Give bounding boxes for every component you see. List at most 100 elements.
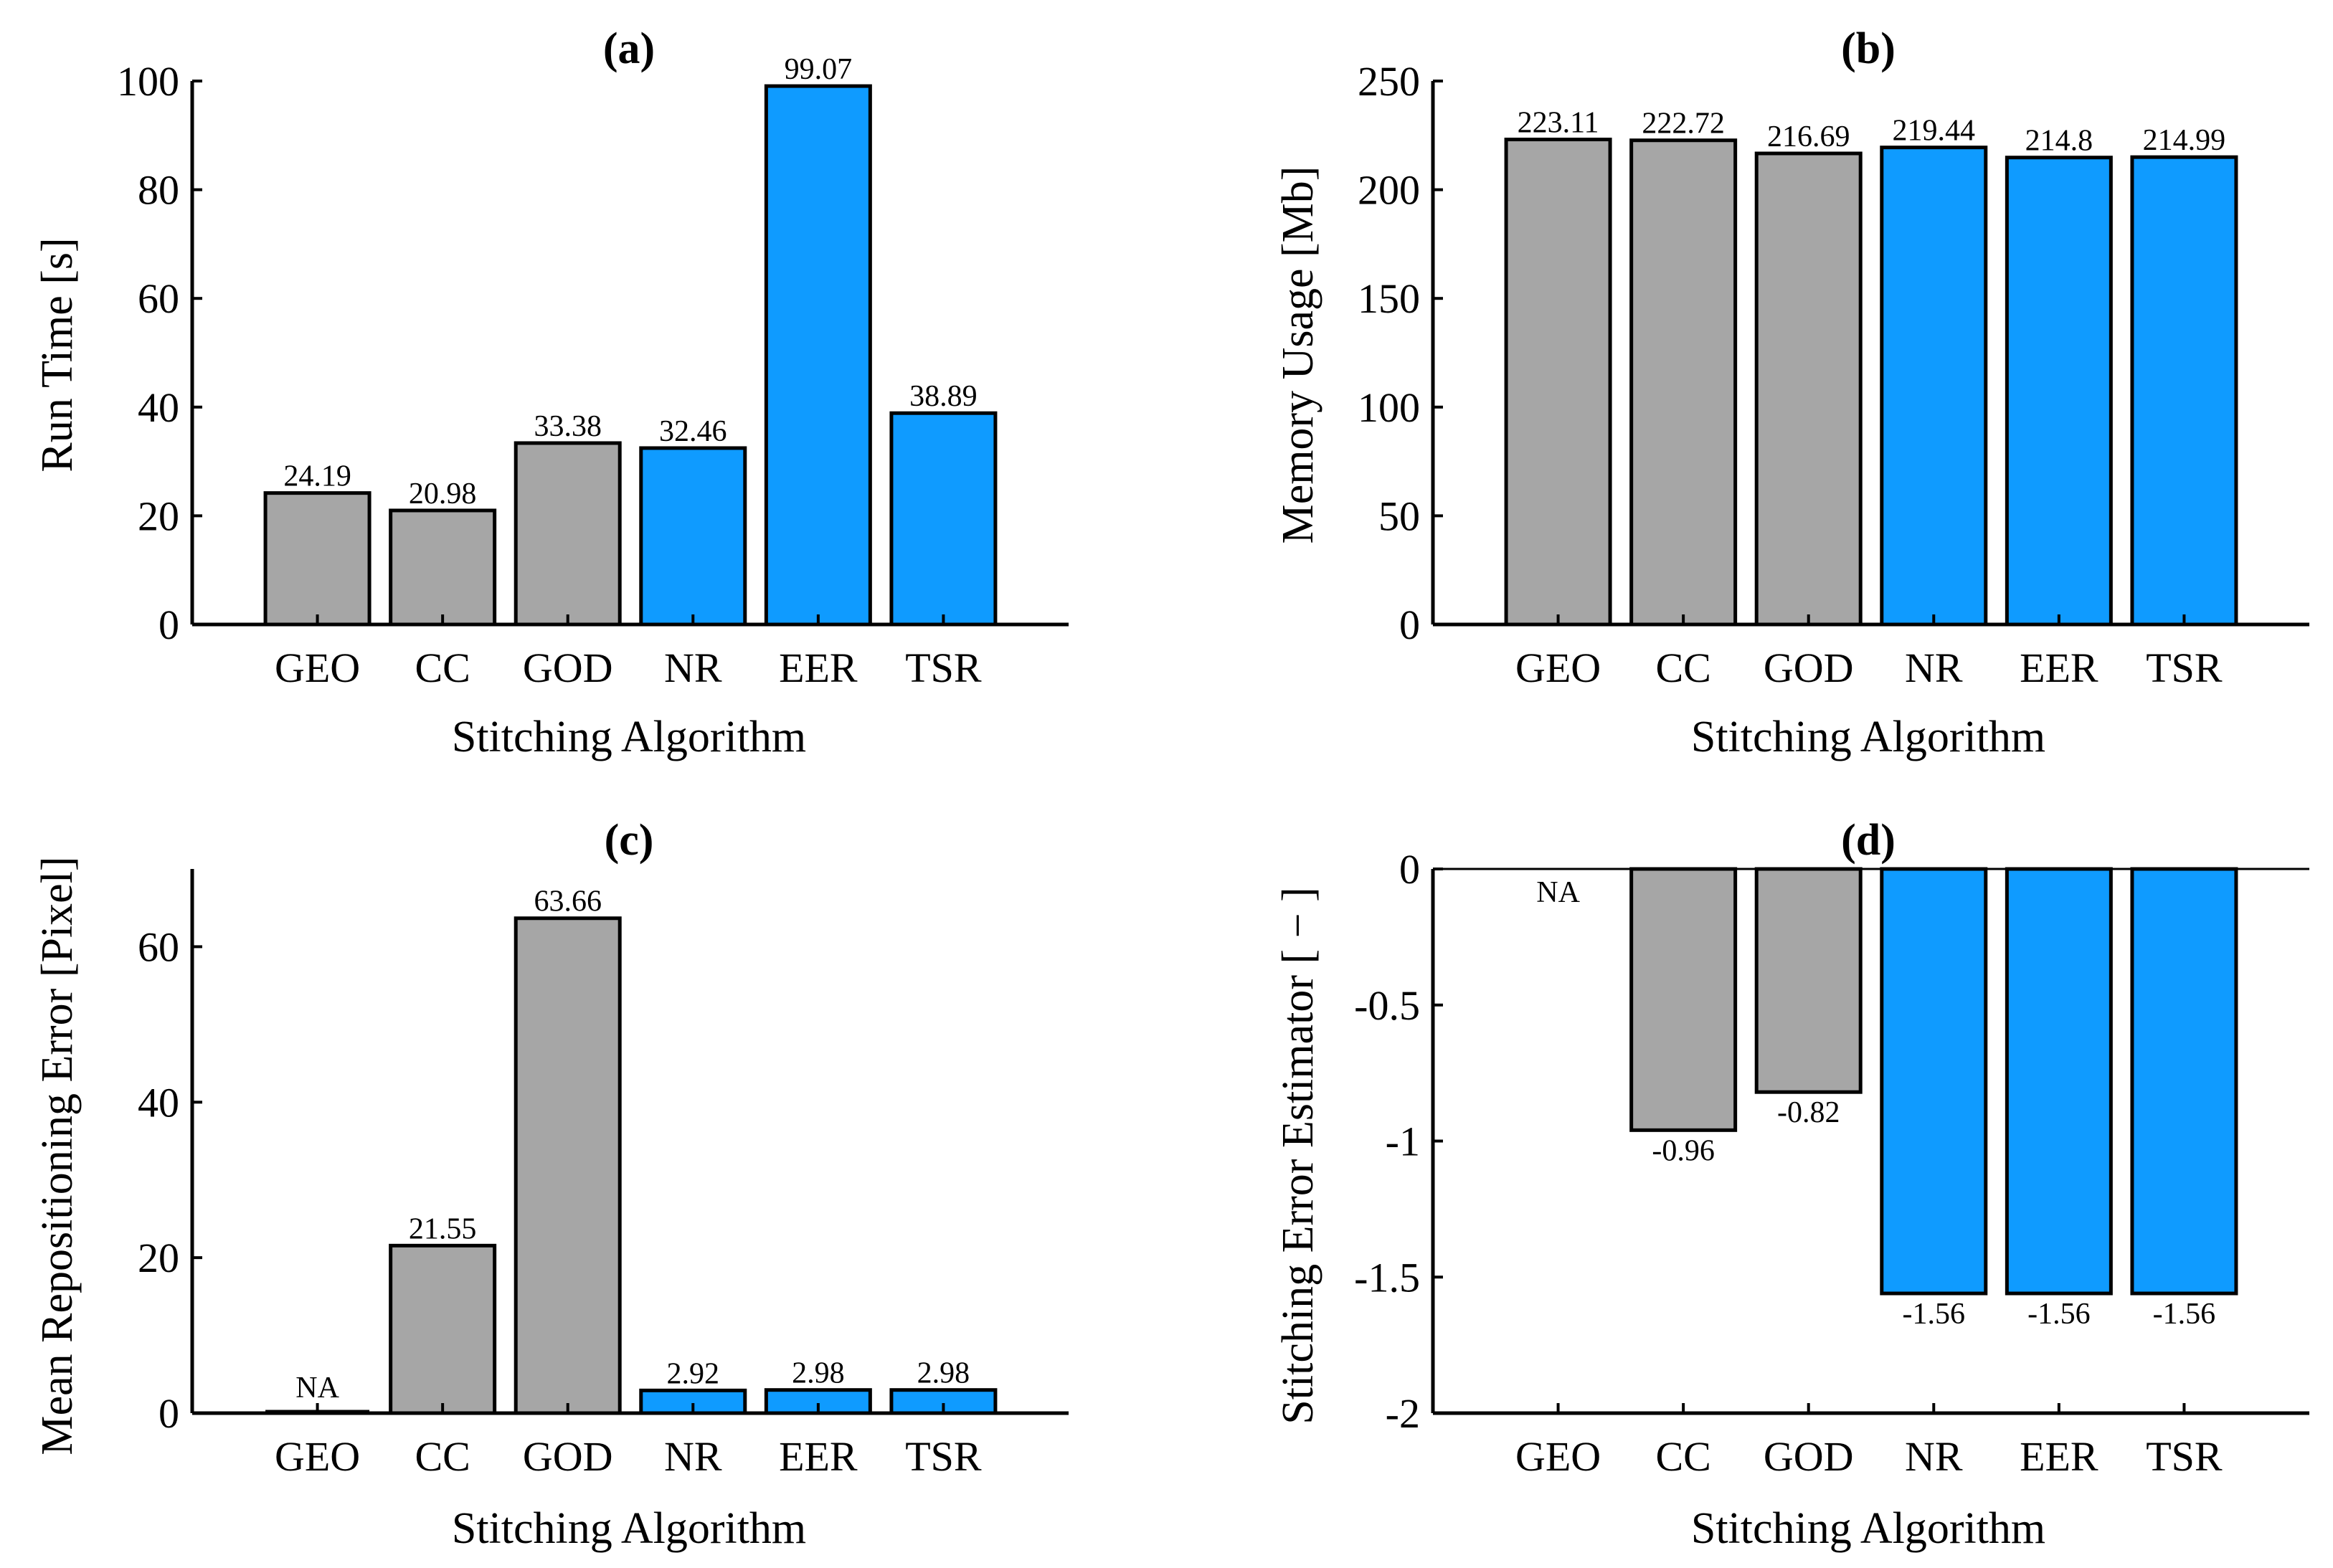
plot-area: 0 20 40 60 GEO NA CC 21.55 GOD 63.66 NR 2.92 EER 2.98… [138, 869, 1069, 1480]
y-axis-label: Memory Usage [Mb] [1274, 166, 1322, 544]
bar-cc [389, 508, 497, 627]
y-tick-label: 0 [1399, 602, 1420, 648]
data-label: -1.56 [1903, 1298, 1966, 1331]
x-tick-label: EER [2020, 645, 2098, 691]
bar-eer [764, 84, 872, 627]
plot-area: 0 50 100 150 200 250 GEO 223.11 CC 222.72 GOD 216.6… [1358, 58, 2309, 691]
y-tick-label: 100 [117, 58, 179, 105]
x-tick-label: GOD [1764, 1433, 1854, 1480]
y-tick-label: 0 [1399, 846, 1420, 893]
bar-god [1754, 151, 1863, 627]
y-tick-label: 60 [138, 275, 179, 322]
x-tick-label: EER [779, 1433, 858, 1480]
data-label: 38.89 [909, 380, 978, 413]
bar-god [514, 916, 622, 1415]
y-tick-label: 40 [138, 1079, 179, 1126]
data-label: NA [295, 1372, 339, 1405]
data-label: 222.72 [1642, 108, 1725, 141]
data-label: 20.98 [409, 477, 477, 510]
bar-tsr [889, 411, 998, 627]
panel-a: (a) Run Time [s] Stitching Algorithm 0 20… [33, 24, 1069, 761]
y-tick-label: 200 [1358, 167, 1420, 214]
data-label: 214.8 [2025, 125, 2093, 158]
plot-area: -2 -1.5 -1 -0.5 0 GEO NA CC -0.96 GOD -0.82 NR -1.56… [1354, 846, 2309, 1480]
x-tick-label: TSR [905, 1433, 982, 1480]
x-axis-label: Stitching Algorithm [1691, 1504, 2045, 1553]
x-tick-label: NR [1905, 1433, 1963, 1480]
data-label: 32.46 [659, 415, 727, 448]
data-label: 214.99 [2143, 124, 2226, 157]
data-label: 24.19 [283, 460, 351, 493]
bar-tsr [2130, 155, 2238, 627]
plot-area: 0 20 40 60 80 100 GEO 24.19 CC 20.98 GOD 33.38 NR 32.… [117, 53, 1069, 691]
x-tick-label: CC [415, 645, 470, 691]
panel-title: (a) [603, 24, 655, 73]
x-tick-label: NR [1905, 645, 1963, 691]
y-tick-label: 150 [1358, 275, 1420, 322]
bar-cc [389, 1243, 497, 1415]
data-label: -1.56 [2153, 1298, 2216, 1331]
y-tick-label: 80 [138, 167, 179, 214]
y-tick-label: 60 [138, 923, 179, 970]
data-label: 99.07 [785, 53, 853, 86]
x-tick-label: EER [2020, 1433, 2098, 1480]
x-tick-label: TSR [2146, 645, 2223, 691]
x-tick-label: GOD [523, 645, 613, 691]
x-tick-label: GOD [1764, 645, 1854, 691]
x-tick-label: GEO [1515, 645, 1601, 691]
x-axis-label: Stitching Algorithm [452, 713, 806, 761]
x-tick-label: EER [779, 645, 858, 691]
x-tick-label: NR [664, 645, 722, 691]
y-tick-label: 20 [138, 1235, 179, 1281]
y-tick-label: -1.5 [1354, 1254, 1420, 1301]
bar-nr [1880, 867, 1988, 1296]
bar-geo [263, 491, 372, 627]
data-label: 2.98 [792, 1357, 845, 1390]
x-tick-label: GOD [523, 1433, 613, 1480]
y-tick-label: 0 [158, 602, 179, 648]
x-tick-label: GEO [275, 645, 360, 691]
x-tick-label: NR [664, 1433, 722, 1480]
bar-cc [1629, 138, 1738, 627]
y-tick-label: -0.5 [1354, 982, 1420, 1029]
data-label: 63.66 [534, 885, 602, 918]
x-tick-label: GEO [275, 1433, 360, 1480]
bar-cc [1629, 867, 1738, 1132]
data-label: -0.96 [1652, 1134, 1715, 1167]
data-label: 21.55 [409, 1212, 477, 1245]
panel-b: (b) Memory Usage [Mb] Stitching Algorith… [1274, 24, 2309, 761]
data-label: -0.82 [1777, 1096, 1840, 1129]
y-tick-label: 50 [1378, 493, 1420, 539]
panel-title: (d) [1841, 816, 1896, 865]
data-label: -1.56 [2027, 1298, 2091, 1331]
y-tick-label: -1 [1386, 1118, 1420, 1165]
x-tick-label: CC [1655, 1433, 1710, 1480]
y-tick-label: 100 [1358, 384, 1420, 431]
x-tick-label: CC [1655, 645, 1710, 691]
bar-geo [1504, 138, 1612, 627]
panel-c: (c) Mean Repositioning Error [Pixel] Sti… [33, 816, 1069, 1553]
bar-god [1754, 867, 1863, 1094]
bar-god [514, 441, 622, 627]
x-tick-label: CC [415, 1433, 470, 1480]
bar-nr [1880, 146, 1988, 627]
y-tick-label: 20 [138, 493, 179, 539]
data-label: NA [1536, 876, 1580, 909]
panel-d: (d) Stitching Error Estimator [ − ] Stit… [1274, 816, 2309, 1553]
bar-nr [639, 446, 747, 627]
data-label: 33.38 [534, 410, 602, 443]
bar-eer [2005, 867, 2113, 1296]
y-tick-label: 250 [1358, 58, 1420, 105]
y-axis-label: Run Time [s] [33, 237, 82, 472]
y-tick-label: 40 [138, 384, 179, 431]
y-tick-label: 0 [158, 1390, 179, 1437]
y-axis-label: Mean Repositioning Error [Pixel] [33, 856, 82, 1455]
data-label: 219.44 [1893, 115, 1976, 148]
x-axis-label: Stitching Algorithm [452, 1504, 806, 1553]
y-tick-label: -2 [1386, 1390, 1420, 1437]
x-axis-label: Stitching Algorithm [1691, 713, 2045, 761]
data-label: 2.92 [667, 1357, 720, 1390]
data-label: 2.98 [917, 1357, 970, 1390]
data-label: 223.11 [1518, 107, 1599, 140]
